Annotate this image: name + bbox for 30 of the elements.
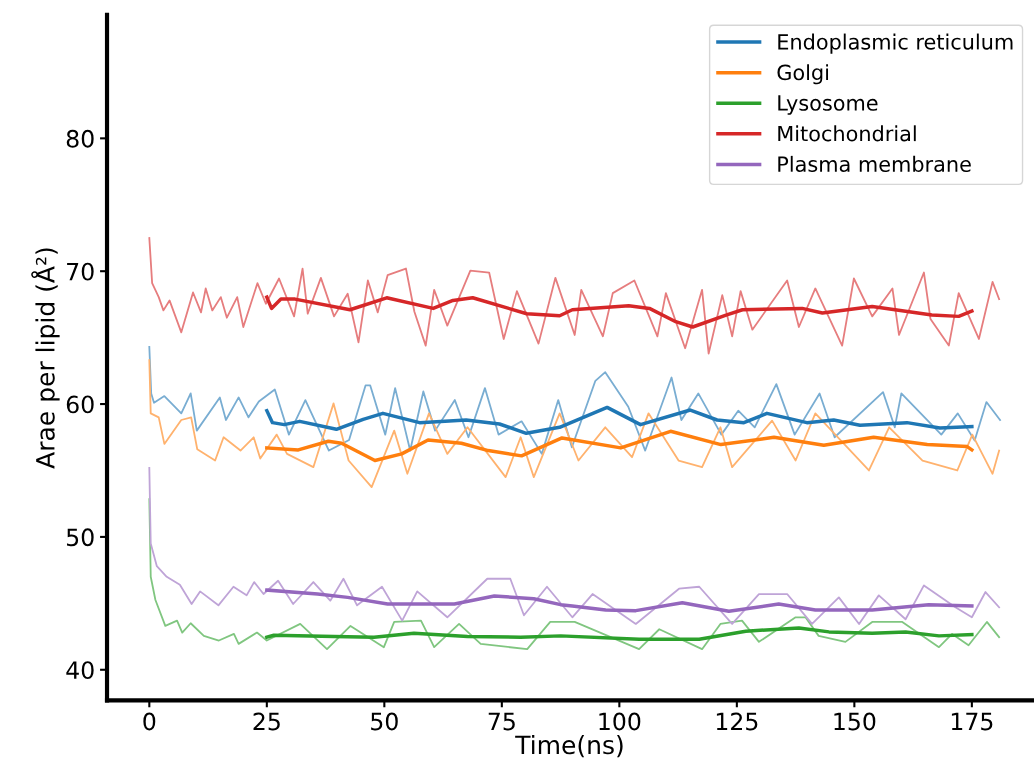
legend-label: Endoplasmic reticulum — [778, 33, 1013, 54]
y-tick-label: 40 — [66, 661, 94, 680]
x-tick-label: 0 — [143, 712, 156, 731]
line-series — [265, 626, 974, 641]
x-axis-title: Time(ns) — [515, 734, 623, 758]
x-tick-label: 125 — [716, 712, 758, 731]
x-tick-label: 50 — [371, 712, 398, 731]
y-tick-label: 80 — [66, 129, 94, 148]
line-series — [148, 466, 1001, 625]
x-tick-label: 25 — [253, 712, 280, 731]
y-tick-label: 60 — [66, 395, 94, 414]
line-series — [148, 359, 1001, 488]
y-axis-title: Arae per lipid (Å²) — [31, 248, 60, 469]
legend-label: Golgi — [777, 64, 829, 85]
legend-label: Mitochondrial — [778, 125, 916, 142]
line-series — [265, 429, 974, 463]
line-series — [148, 237, 1001, 355]
line-series — [148, 346, 1001, 455]
x-tick-label: 100 — [599, 712, 641, 731]
line-series — [265, 405, 974, 436]
x-tick-label: 75 — [488, 712, 515, 731]
legend-label: Plasma membrane — [778, 155, 971, 172]
line-series — [148, 498, 1001, 651]
x-tick-label: 150 — [834, 712, 876, 731]
x-tick-label: 175 — [951, 712, 993, 731]
line-series — [265, 588, 974, 614]
legend-label: Lysosome — [778, 95, 878, 115]
line-series — [265, 295, 974, 329]
y-tick-label: 50 — [66, 528, 94, 547]
y-tick-label: 70 — [67, 262, 94, 281]
